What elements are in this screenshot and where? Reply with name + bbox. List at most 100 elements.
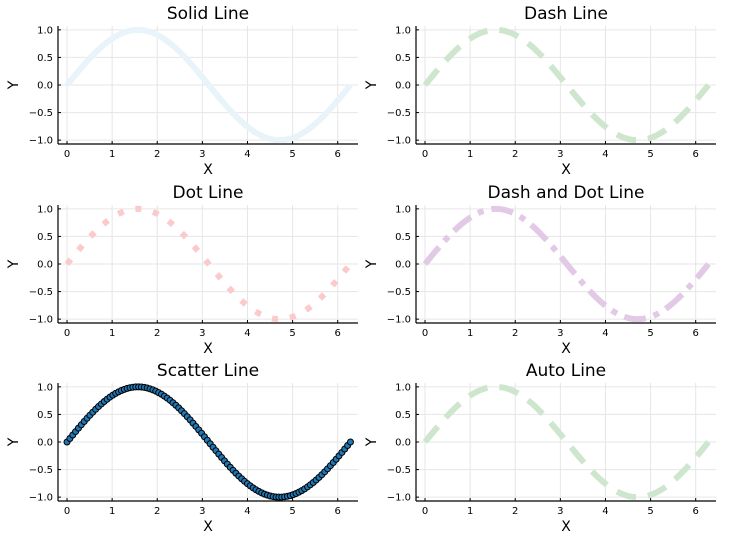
- y-tick-label: −1.0: [387, 136, 411, 147]
- y-axis-label: Y: [364, 437, 380, 447]
- y-tick-label: −0.5: [29, 287, 53, 298]
- y-tick-label: −0.5: [29, 108, 53, 119]
- x-tick-label: 3: [199, 149, 205, 160]
- x-tick-label: 1: [109, 149, 115, 160]
- y-tick-label: 0.5: [395, 410, 411, 421]
- chart-title: Solid Line: [167, 4, 249, 24]
- x-axis-label: X: [203, 162, 213, 178]
- y-tick-label: 0.5: [395, 53, 411, 64]
- subplot-4: 0 1 2 3 4 5 6 1.0 0.5 0.0 −0.5 −1.0 Dash and Dot Lin…: [364, 183, 716, 357]
- y-tick-label: 1.0: [37, 204, 53, 215]
- x-tick-label: 1: [109, 328, 115, 339]
- x-tick-label: 3: [557, 506, 563, 517]
- x-tick-label: 3: [557, 328, 563, 339]
- x-tick-label: 5: [289, 149, 295, 160]
- chart-title: Dash and Dot Line: [488, 183, 645, 203]
- y-tick-label: 0.0: [395, 260, 411, 271]
- series-line: [422, 205, 711, 323]
- y-axis-label: Y: [6, 259, 22, 269]
- y-tick-label: 1.0: [37, 382, 53, 393]
- x-tick-label: 4: [602, 328, 608, 339]
- x-tick-label: 3: [199, 506, 205, 517]
- chart-title: Dot Line: [173, 183, 244, 203]
- x-axis-label: X: [561, 519, 571, 535]
- x-tick-label: 5: [647, 506, 653, 517]
- y-axis-label: Y: [364, 259, 380, 269]
- y-tick-label: −0.5: [29, 465, 53, 476]
- x-tick-label: 2: [512, 328, 518, 339]
- x-tick-label: 0: [422, 328, 428, 339]
- x-axis-label: X: [561, 341, 571, 357]
- x-tick-label: 6: [693, 328, 699, 339]
- y-tick-label: 0.0: [37, 81, 53, 92]
- y-tick-label: −1.0: [29, 493, 53, 504]
- x-tick-label: 0: [64, 506, 70, 517]
- x-tick-label: 6: [335, 149, 341, 160]
- x-axis-label: X: [203, 341, 213, 357]
- series-line: [64, 26, 353, 144]
- x-tick-label: 5: [647, 149, 653, 160]
- x-tick-label: 4: [244, 506, 250, 517]
- series-line: [64, 205, 353, 323]
- y-tick-label: 0.0: [37, 438, 53, 449]
- x-tick-label: 5: [647, 328, 653, 339]
- y-tick-label: 1.0: [395, 25, 411, 36]
- y-axis-label: Y: [6, 80, 22, 90]
- y-tick-label: −0.5: [387, 465, 411, 476]
- y-tick-label: 0.5: [395, 232, 411, 243]
- y-tick-label: −0.5: [387, 287, 411, 298]
- x-tick-label: 2: [512, 149, 518, 160]
- x-axis-label: X: [561, 162, 571, 178]
- y-tick-label: −0.5: [387, 108, 411, 119]
- subplot-1: 0 1 2 3 4 5 6 1.0 0.5 0.0 −0.5 −1.0 Solid Line X Y: [6, 4, 358, 178]
- x-tick-label: 6: [693, 506, 699, 517]
- y-tick-label: 1.0: [395, 382, 411, 393]
- y-axis-label: Y: [364, 80, 380, 90]
- y-tick-label: −1.0: [29, 315, 53, 326]
- x-tick-label: 2: [154, 328, 160, 339]
- x-axis-label: X: [203, 519, 213, 535]
- x-tick-label: 4: [602, 506, 608, 517]
- subplot-5: 0 1 2 3 4 5 6 1.0 0.5 0.0 −0.5 −1.0 Scatter Line X Y: [6, 361, 358, 535]
- y-tick-label: 0.0: [395, 438, 411, 449]
- y-tick-label: 0.5: [37, 53, 53, 64]
- x-tick-label: 1: [467, 506, 473, 517]
- y-tick-label: −1.0: [387, 315, 411, 326]
- x-tick-label: 0: [422, 149, 428, 160]
- y-tick-label: 0.5: [37, 410, 53, 421]
- y-tick-label: 0.5: [37, 232, 53, 243]
- x-tick-label: 1: [467, 328, 473, 339]
- x-tick-label: 6: [335, 328, 341, 339]
- y-tick-label: 1.0: [37, 25, 53, 36]
- x-tick-label: 5: [289, 506, 295, 517]
- subplot-6: 0 1 2 3 4 5 6 1.0 0.5 0.0 −0.5 −1.0 Auto Line X Y: [364, 361, 716, 535]
- x-tick-label: 4: [244, 149, 250, 160]
- chart-title: Scatter Line: [157, 361, 259, 381]
- x-tick-label: 0: [422, 506, 428, 517]
- x-tick-label: 6: [693, 149, 699, 160]
- x-tick-label: 0: [64, 149, 70, 160]
- x-tick-label: 4: [244, 328, 250, 339]
- chart-title: Auto Line: [526, 361, 606, 381]
- series-line: [422, 383, 711, 501]
- x-tick-label: 4: [602, 149, 608, 160]
- x-tick-label: 6: [335, 506, 341, 517]
- series-line: [422, 26, 711, 144]
- y-axis-label: Y: [6, 437, 22, 447]
- x-tick-label: 5: [289, 328, 295, 339]
- y-tick-label: 1.0: [395, 204, 411, 215]
- x-tick-label: 1: [467, 149, 473, 160]
- x-tick-label: 1: [109, 506, 115, 517]
- y-tick-label: −1.0: [387, 493, 411, 504]
- x-tick-label: 0: [64, 328, 70, 339]
- x-tick-label: 2: [512, 506, 518, 517]
- subplot-2: 0 1 2 3 4 5 6 1.0 0.5 0.0 −0.5 −1.0 Dash Line X Y: [364, 4, 716, 178]
- chart-title: Dash Line: [524, 4, 608, 24]
- y-tick-label: 0.0: [37, 260, 53, 271]
- subplot-3: 0 1 2 3 4 5 6 1.0 0.5 0.0 −0.5 −1.0 Dot Line X Y: [6, 183, 358, 357]
- x-tick-label: 3: [199, 328, 205, 339]
- data-point: [346, 438, 354, 446]
- x-tick-label: 3: [557, 149, 563, 160]
- x-tick-label: 2: [154, 149, 160, 160]
